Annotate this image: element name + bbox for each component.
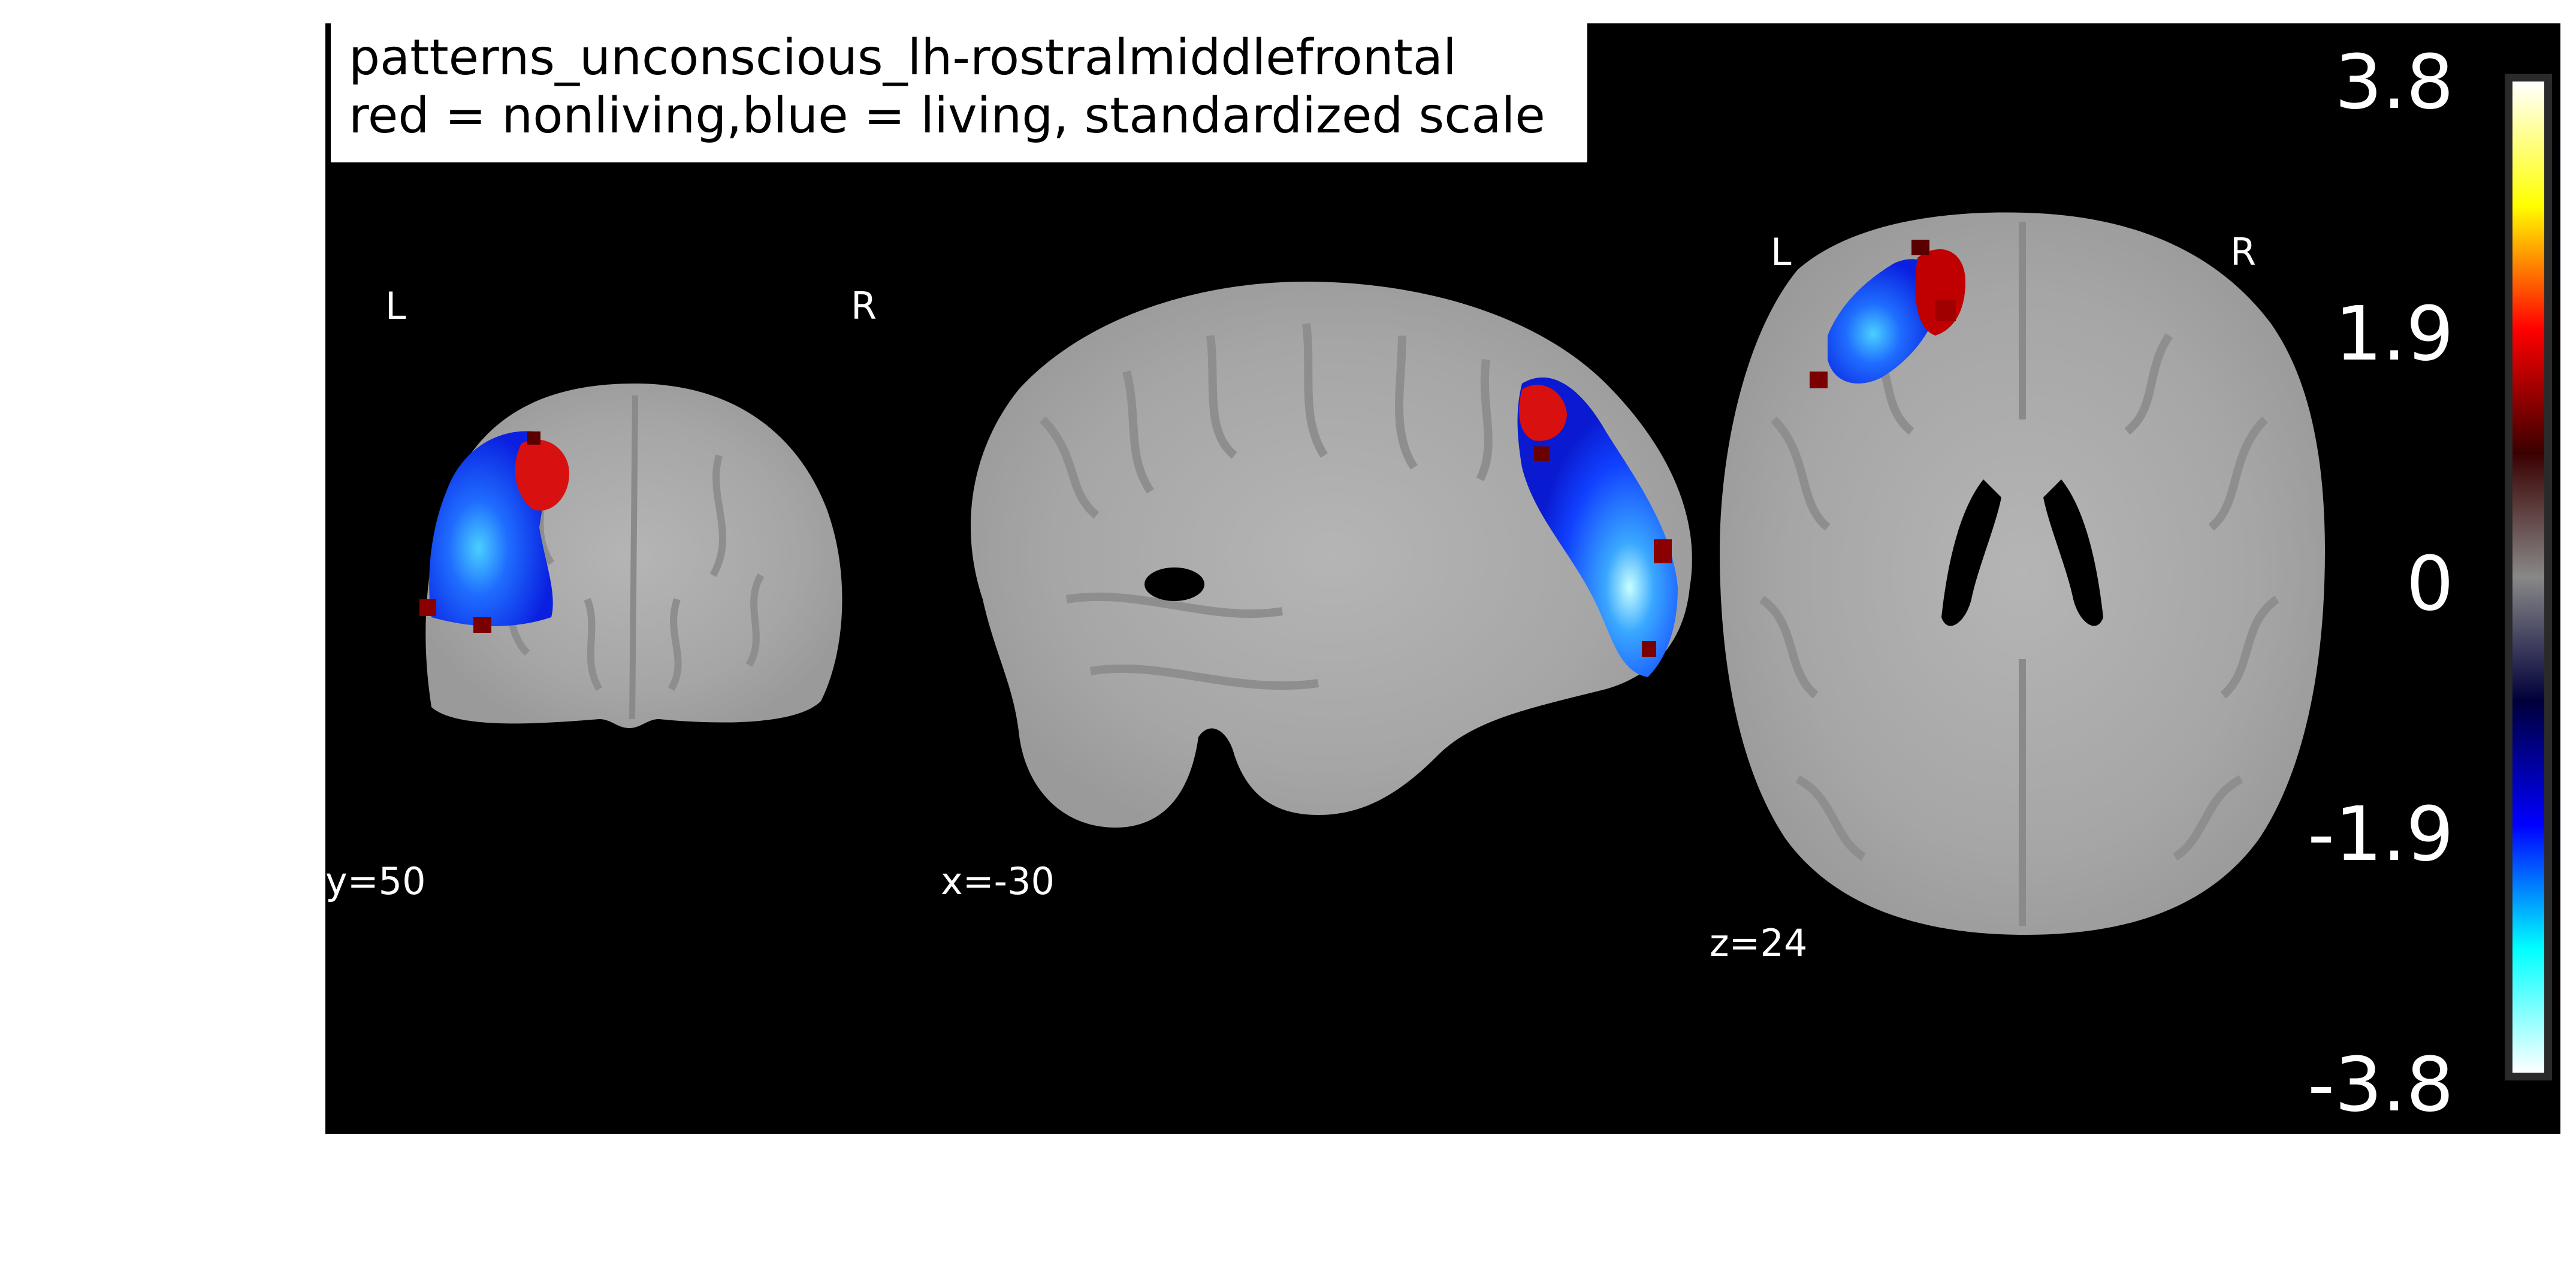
- figure-title-line2: red = nonliving,blue = living, standardi…: [349, 87, 1545, 144]
- colorbar-tick-top: 3.8: [2335, 39, 2454, 126]
- colorbar-tick-bottom: -3.8: [2308, 1041, 2454, 1128]
- axial-ventricle-right: [2043, 479, 2103, 626]
- axial-slice: [1720, 212, 2325, 935]
- coronal-red-cluster: [515, 439, 569, 511]
- sagittal-slice: [971, 282, 1692, 828]
- axial-brain: [1720, 212, 2325, 935]
- colorbar-tick-zero: 0: [2406, 541, 2454, 627]
- axial-coord-label: z=24: [1710, 921, 1808, 965]
- coronal-slice: [419, 384, 842, 728]
- axial-left-label: L: [1771, 230, 1792, 274]
- colorbar-tick-upper: 1.9: [2335, 291, 2454, 378]
- sagittal-red-cluster: [1519, 385, 1567, 441]
- sagittal-brain: [971, 282, 1692, 828]
- colorbar: [2512, 81, 2544, 1073]
- sagittal-coord-label: x=-30: [941, 859, 1055, 903]
- axial-right-label: R: [2230, 230, 2257, 274]
- figure-title-line1: patterns_unconscious_lh-rostralmiddlefro…: [349, 29, 1457, 86]
- coronal-left-label: L: [385, 284, 406, 328]
- axial-ventricle-left: [1941, 479, 2001, 626]
- colorbar-tick-lower: -1.9: [2308, 791, 2454, 878]
- sagittal-blue-cluster: [1517, 377, 1678, 677]
- title-box: [331, 23, 1587, 162]
- coronal-coord-label: y=50: [325, 859, 426, 903]
- coronal-right-label: R: [851, 284, 877, 328]
- axial-blue-cluster: [1828, 259, 1941, 384]
